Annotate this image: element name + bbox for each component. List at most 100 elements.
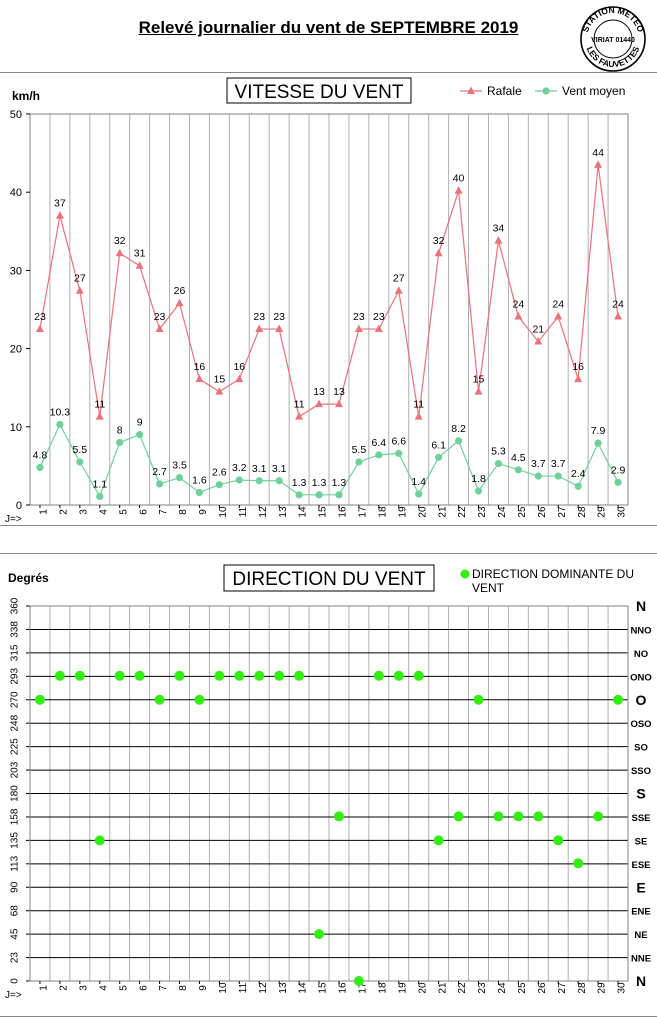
data-label: 5.5 xyxy=(73,444,88,456)
x-tick-label: 17 xyxy=(358,506,369,518)
x-tick-label: 15 xyxy=(318,982,329,994)
x-tick-label: 9 xyxy=(198,509,209,515)
x-tick-label: 8 xyxy=(178,509,189,515)
data-label: 24 xyxy=(552,299,564,311)
data-point xyxy=(373,670,384,681)
data-point xyxy=(573,858,584,869)
svg-text:VIRIAT 01440: VIRIAT 01440 xyxy=(591,37,635,44)
x-tick-label: 2 xyxy=(59,509,70,515)
data-point xyxy=(136,431,144,439)
data-point xyxy=(235,476,243,484)
data-label: 23 xyxy=(154,311,166,323)
data-label: 7.9 xyxy=(591,425,606,437)
data-point xyxy=(335,491,343,499)
x-tick-label: 5 xyxy=(118,985,129,991)
data-label: 40 xyxy=(453,173,465,185)
x-axis-label: J=> xyxy=(5,990,22,1001)
data-point xyxy=(215,387,224,395)
data-label: 1.3 xyxy=(292,477,307,489)
legend-marker xyxy=(542,87,550,95)
data-point xyxy=(334,399,343,408)
x-tick-label: 19 xyxy=(397,506,408,518)
data-label: 21 xyxy=(532,324,544,336)
data-point xyxy=(554,312,563,320)
data-point xyxy=(255,324,264,333)
data-label: 3.7 xyxy=(551,458,566,470)
compass-label: O xyxy=(636,692,647,708)
data-point xyxy=(375,451,383,459)
x-tick-label: 15 xyxy=(318,506,329,518)
data-point xyxy=(114,670,125,681)
x-tick-label: 12 xyxy=(258,506,269,518)
data-point xyxy=(55,211,64,219)
x-tick-label: 1 xyxy=(39,985,50,991)
data-point xyxy=(235,374,244,383)
legend-marker xyxy=(467,86,475,94)
x-tick-label: 26 xyxy=(537,506,548,518)
data-point xyxy=(473,694,484,705)
data-point xyxy=(454,437,463,445)
data-label: 2.6 xyxy=(212,467,227,479)
svg-text:LES FAUVETTES: LES FAUVETTES xyxy=(585,45,642,70)
data-label: 5.5 xyxy=(352,444,367,456)
data-point xyxy=(413,670,424,681)
x-tick-label: 3 xyxy=(78,985,89,991)
chart-title: DIRECTION DU VENT xyxy=(232,569,426,590)
x-tick-label: 20 xyxy=(417,982,428,994)
y-tick-label: 113 xyxy=(10,855,21,871)
data-point xyxy=(294,670,305,681)
data-label: 5.3 xyxy=(491,446,506,458)
plot-frame xyxy=(29,605,629,982)
y-tick-label: 45 xyxy=(10,928,21,940)
data-point xyxy=(174,670,185,681)
x-tick-label: 21 xyxy=(437,506,448,518)
chart-title-box xyxy=(226,77,412,104)
data-point xyxy=(94,835,105,846)
data-point xyxy=(415,490,423,498)
data-label: 23 xyxy=(373,311,385,323)
compass-label: OSO xyxy=(630,719,651,730)
data-point xyxy=(613,694,624,705)
x-tick-label: 28 xyxy=(577,506,588,518)
data-point xyxy=(395,449,403,457)
data-point xyxy=(574,374,583,383)
x-tick-label: 28 xyxy=(577,982,588,994)
x-tick-label: 22 xyxy=(457,982,468,994)
data-point xyxy=(56,420,64,429)
data-point xyxy=(534,337,543,345)
data-point xyxy=(194,694,205,705)
data-point xyxy=(254,670,265,681)
x-tick-label: 17 xyxy=(358,982,369,994)
y-axis-label: Degrés xyxy=(8,571,49,585)
y-tick-label: 293 xyxy=(10,668,21,685)
data-point xyxy=(274,670,285,681)
data-point xyxy=(214,670,225,681)
data-point xyxy=(355,458,363,466)
data-label: 16 xyxy=(194,361,206,373)
station-stamp-logo: STATION METEO LES FAUVETTES VIRIAT 01440 xyxy=(580,5,646,72)
data-point xyxy=(34,694,45,705)
y-tick-label: 338 xyxy=(10,621,21,638)
data-point xyxy=(134,670,145,681)
data-label: 11 xyxy=(294,399,305,411)
compass-label: S xyxy=(636,786,645,802)
x-tick-label: 13 xyxy=(278,982,289,994)
x-tick-label: 16 xyxy=(338,982,349,994)
data-label: 34 xyxy=(493,223,505,235)
legend-label: DIRECTION DOMINANTE DU VENT xyxy=(472,567,634,595)
legend-label: Vent moyen xyxy=(562,84,625,98)
y-tick-label: 20 xyxy=(10,344,22,356)
data-point xyxy=(333,811,344,822)
compass-label: N xyxy=(636,973,646,989)
data-point xyxy=(594,439,602,447)
y-tick-label: 360 xyxy=(10,597,21,614)
data-point xyxy=(175,474,184,482)
data-point xyxy=(314,929,325,940)
compass-label: ENE xyxy=(631,907,651,918)
compass-label: SE xyxy=(635,836,648,847)
data-point xyxy=(533,811,544,822)
chart-title-box xyxy=(223,564,435,592)
data-point xyxy=(295,491,303,499)
